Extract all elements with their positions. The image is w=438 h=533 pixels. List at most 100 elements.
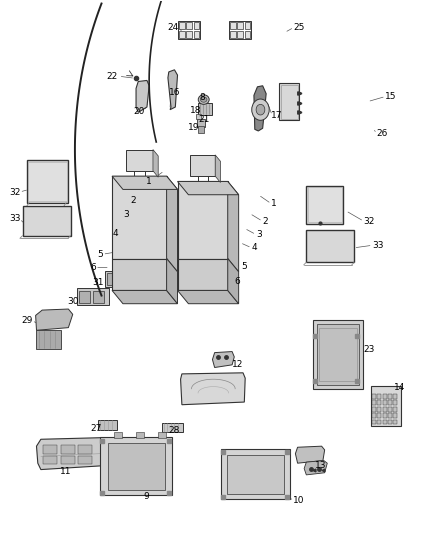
Text: 19: 19: [188, 123, 199, 132]
Bar: [77, 288, 109, 305]
Text: 32: 32: [363, 217, 374, 226]
Bar: [162, 423, 183, 432]
Bar: [307, 187, 342, 222]
Bar: [230, 31, 236, 38]
Polygon shape: [254, 86, 266, 131]
Bar: [245, 31, 251, 38]
Bar: [383, 413, 387, 418]
Bar: [383, 400, 387, 405]
Bar: [78, 456, 92, 464]
Bar: [388, 394, 392, 399]
Bar: [393, 400, 397, 405]
Bar: [198, 126, 204, 133]
Text: 5: 5: [98, 250, 103, 259]
Text: 18: 18: [190, 106, 201, 115]
Text: 24: 24: [168, 23, 179, 32]
Polygon shape: [295, 446, 325, 463]
Bar: [378, 400, 381, 405]
Text: 29: 29: [21, 316, 32, 325]
Bar: [383, 407, 387, 411]
Polygon shape: [177, 181, 228, 259]
Text: 25: 25: [293, 23, 304, 32]
Bar: [388, 407, 392, 411]
Text: 3: 3: [124, 211, 130, 220]
Text: 22: 22: [106, 71, 118, 80]
Bar: [372, 407, 376, 411]
Polygon shape: [136, 80, 149, 112]
Bar: [371, 386, 401, 426]
Polygon shape: [180, 373, 245, 405]
Bar: [388, 419, 392, 424]
Polygon shape: [112, 176, 166, 259]
Text: 12: 12: [232, 360, 244, 369]
Bar: [378, 394, 381, 399]
Bar: [306, 185, 343, 224]
Ellipse shape: [198, 95, 209, 104]
Bar: [98, 419, 117, 430]
Bar: [378, 407, 381, 411]
Text: 31: 31: [92, 278, 103, 287]
Bar: [186, 22, 192, 29]
Polygon shape: [177, 181, 239, 195]
Bar: [383, 419, 387, 424]
Polygon shape: [177, 259, 228, 290]
Text: 2: 2: [263, 217, 268, 226]
Bar: [230, 22, 236, 29]
Bar: [100, 437, 172, 495]
Bar: [221, 449, 290, 499]
Bar: [36, 330, 60, 349]
Bar: [108, 443, 165, 490]
Bar: [372, 394, 376, 399]
Bar: [388, 400, 392, 405]
Bar: [372, 413, 376, 418]
Polygon shape: [215, 155, 220, 182]
Bar: [61, 456, 75, 464]
Circle shape: [252, 99, 269, 120]
Bar: [179, 22, 184, 29]
Text: 3: 3: [256, 230, 262, 239]
Bar: [105, 271, 148, 287]
Text: 4: 4: [113, 229, 119, 238]
Bar: [313, 320, 363, 389]
Bar: [229, 21, 251, 39]
Bar: [196, 114, 201, 119]
Bar: [194, 31, 199, 38]
Bar: [383, 394, 387, 399]
Bar: [28, 162, 67, 201]
Text: 6: 6: [234, 277, 240, 286]
Text: 9: 9: [143, 492, 149, 501]
Bar: [388, 413, 392, 418]
Bar: [186, 31, 192, 38]
Text: 14: 14: [394, 383, 405, 392]
Text: 10: 10: [293, 496, 305, 505]
Text: 33: 33: [372, 241, 383, 250]
Text: 21: 21: [198, 115, 209, 124]
Text: 26: 26: [376, 129, 388, 138]
Text: 27: 27: [91, 424, 102, 433]
Text: 4: 4: [252, 244, 258, 253]
Bar: [306, 230, 354, 262]
Bar: [43, 445, 57, 454]
Bar: [317, 324, 359, 384]
Bar: [227, 455, 284, 494]
Bar: [178, 21, 200, 39]
Text: 1: 1: [145, 177, 151, 186]
Polygon shape: [228, 181, 239, 272]
Bar: [107, 273, 117, 285]
Bar: [179, 31, 184, 38]
Text: 17: 17: [272, 111, 283, 120]
Text: 5: 5: [241, 262, 247, 271]
Polygon shape: [212, 352, 234, 368]
Polygon shape: [112, 290, 177, 304]
Circle shape: [256, 104, 265, 115]
Bar: [158, 432, 166, 438]
Text: 20: 20: [134, 107, 145, 116]
Bar: [120, 273, 130, 285]
Text: 23: 23: [363, 345, 374, 354]
Bar: [79, 292, 90, 303]
Text: 30: 30: [67, 296, 78, 305]
Polygon shape: [228, 259, 239, 304]
Bar: [393, 394, 397, 399]
Text: 33: 33: [9, 214, 20, 223]
Bar: [319, 328, 357, 381]
